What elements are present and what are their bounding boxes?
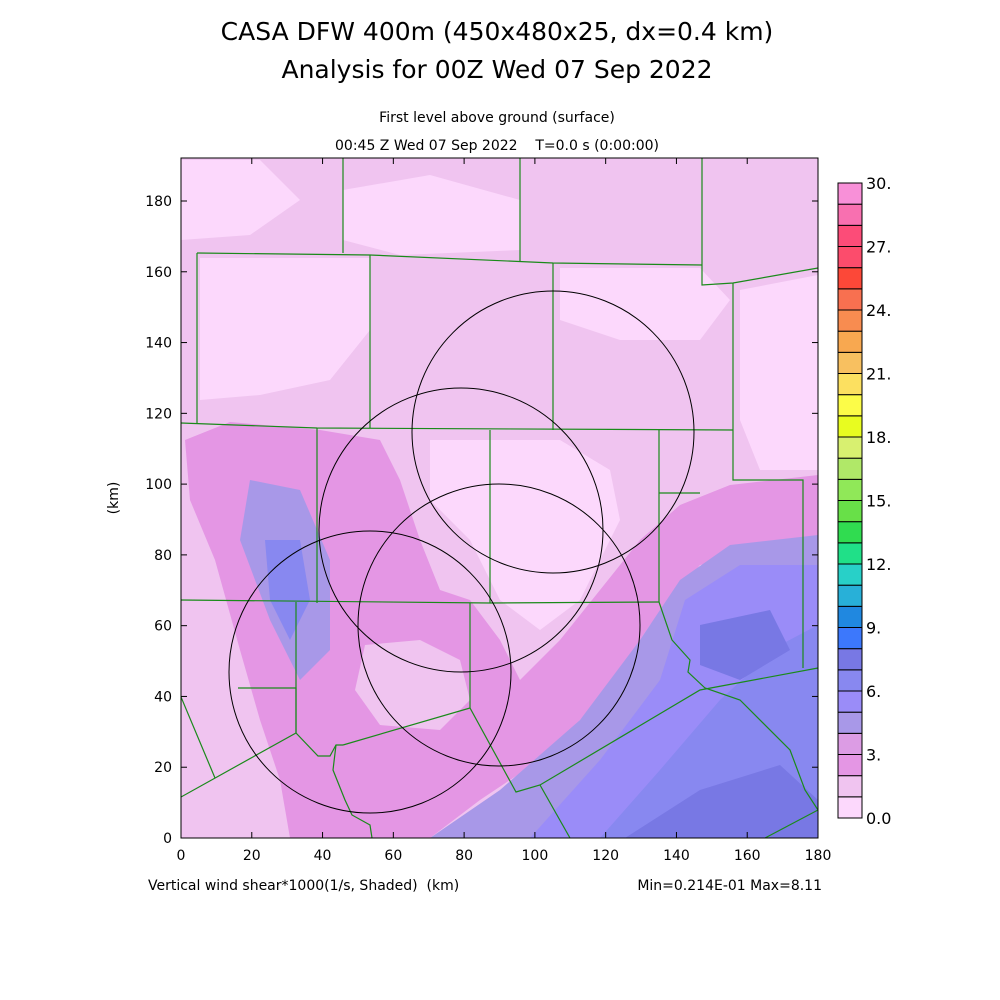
y-tick-label: 0	[163, 831, 172, 847]
field-level-0	[200, 258, 370, 400]
field-level-7	[625, 765, 818, 838]
x-tick-label: 180	[805, 848, 832, 864]
colorbar-swatch	[837, 542, 863, 565]
colorbar-swatch	[837, 309, 863, 332]
field-level-0	[181, 160, 300, 240]
colorbar-swatch	[837, 754, 863, 777]
colorbar-swatch	[837, 246, 863, 269]
colorbar-swatch	[837, 690, 863, 713]
y-tick-label: 40	[154, 689, 172, 705]
colorbar-swatch	[837, 203, 863, 226]
plot-title: CASA DFW 400m (450x480x25, dx=0.4 km)	[221, 17, 774, 46]
y-tick-label: 120	[145, 406, 172, 422]
y-tick-label: 80	[154, 548, 172, 564]
colorbar-swatch	[837, 394, 863, 417]
axis-ticks: 0 20 40 60 80 100 120 140 160 180 0 20 40 60 80 100 120 1…	[145, 158, 831, 864]
colorbar-label: 27.	[866, 238, 891, 257]
field-level-0	[740, 275, 818, 470]
colorbar-swatch	[837, 563, 863, 586]
radar-ring	[411, 290, 695, 574]
x-tick-label: 140	[663, 848, 690, 864]
colorbar-label: 3.	[866, 746, 881, 765]
colorbar-label: 24.	[866, 301, 891, 320]
x-tick-label: 160	[734, 848, 761, 864]
colorbar-swatch	[837, 732, 863, 755]
colorbar-swatch	[837, 330, 863, 353]
x-tick-label: 0	[177, 848, 186, 864]
y-tick-label: 140	[145, 336, 172, 352]
x-tick-label: 60	[384, 848, 402, 864]
colorbar-label: 18.	[866, 428, 891, 447]
colorbar-label: 12.	[866, 555, 891, 574]
y-axis-label: (km)	[106, 482, 122, 515]
colorbar-swatch	[837, 669, 863, 692]
field-level-2	[185, 422, 818, 838]
colorbar-label: 15.	[866, 492, 891, 511]
colorbar-swatch	[837, 627, 863, 650]
y-tick-label: 160	[145, 265, 172, 281]
colorbar-label: 0.0	[866, 809, 891, 828]
x-tick-label: 40	[314, 848, 332, 864]
colorbar-label: 21.	[866, 365, 891, 384]
colorbar-swatch	[837, 500, 863, 523]
radar-range-rings	[228, 290, 695, 814]
colorbar-swatch	[837, 521, 863, 544]
colorbar-swatch	[837, 775, 863, 798]
colorbar: 0.0 3. 6. 9. 12. 15. 18. 21. 24. 27. 30.	[837, 174, 891, 828]
colorbar-label: 9.	[866, 619, 881, 638]
x-tick-label: 100	[522, 848, 549, 864]
colorbar-swatch	[837, 288, 863, 311]
colorbar-swatch	[837, 457, 863, 480]
colorbar-swatch	[837, 796, 863, 819]
colorbar-swatch	[837, 711, 863, 734]
plot-subtitle: Analysis for 00Z Wed 07 Sep 2022	[281, 55, 712, 84]
radar-ring	[228, 530, 512, 814]
county-boundaries	[181, 158, 818, 838]
level-label: First level above ground (surface)	[379, 110, 615, 126]
colorbar-swatch	[837, 415, 863, 438]
colorbar-swatch	[837, 373, 863, 396]
y-tick-label: 100	[145, 477, 172, 493]
plot-frame	[180, 157, 819, 839]
field-level-0	[430, 440, 620, 630]
colorbar-swatch	[837, 584, 863, 607]
field-level-1	[181, 600, 250, 838]
y-tick-label: 60	[154, 619, 172, 635]
min-max-label: Min=0.214E-01 Max=8.11	[637, 878, 822, 894]
colorbar-swatch	[837, 605, 863, 628]
field-level-6	[265, 540, 310, 640]
field-level-0	[560, 268, 730, 340]
colorbar-swatch	[837, 182, 863, 205]
y-tick-label: 180	[145, 194, 172, 210]
x-tick-label: 20	[243, 848, 261, 864]
field-level-7	[700, 610, 790, 680]
time-label: 00:45 Z Wed 07 Sep 2022 T=0.0 s (0:00:00…	[335, 138, 659, 154]
colorbar-swatch	[837, 478, 863, 502]
colorbar-label: 6.	[866, 682, 881, 701]
colorbar-label: 30.	[866, 174, 891, 193]
colorbar-swatch	[837, 648, 863, 671]
variable-label: Vertical wind shear*1000(1/s, Shaded) (k…	[148, 878, 459, 894]
shaded-field	[181, 158, 818, 838]
field-level-0	[343, 175, 520, 255]
x-tick-label: 80	[455, 848, 473, 864]
colorbar-swatch	[837, 436, 863, 459]
field-level-1	[355, 640, 470, 730]
colorbar-swatch	[837, 224, 863, 247]
colorbar-swatch	[837, 267, 863, 290]
radar-ring	[357, 483, 641, 767]
x-tick-label: 120	[592, 848, 619, 864]
y-tick-label: 20	[154, 760, 172, 776]
colorbar-swatch	[837, 351, 863, 375]
